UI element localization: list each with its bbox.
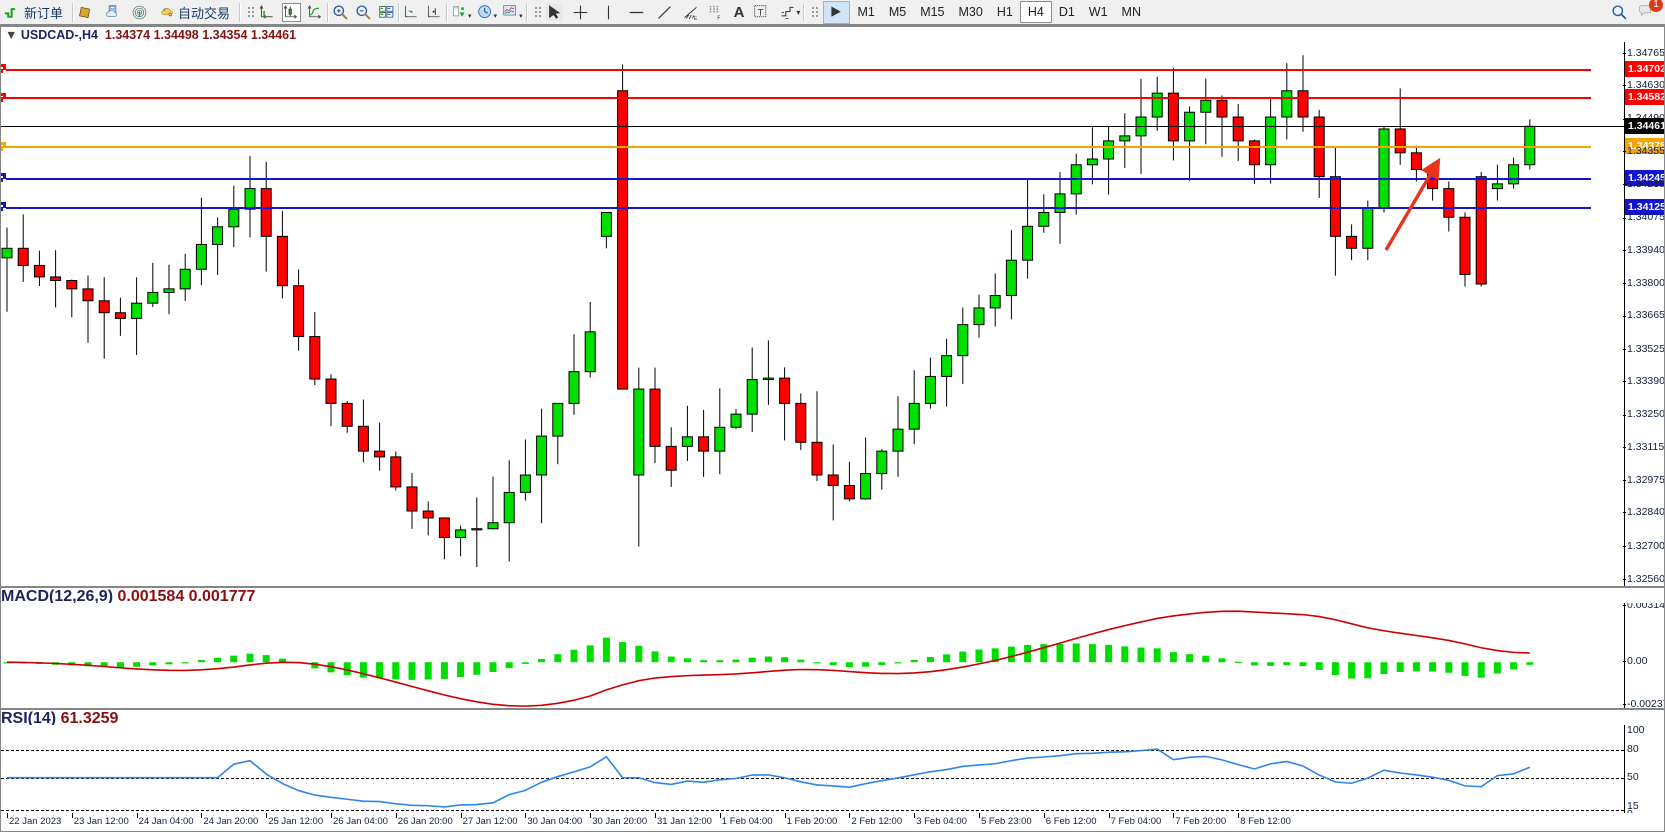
svg-text:F: F	[717, 15, 720, 21]
svg-text:E: E	[693, 16, 697, 21]
svg-text:T: T	[758, 7, 764, 17]
